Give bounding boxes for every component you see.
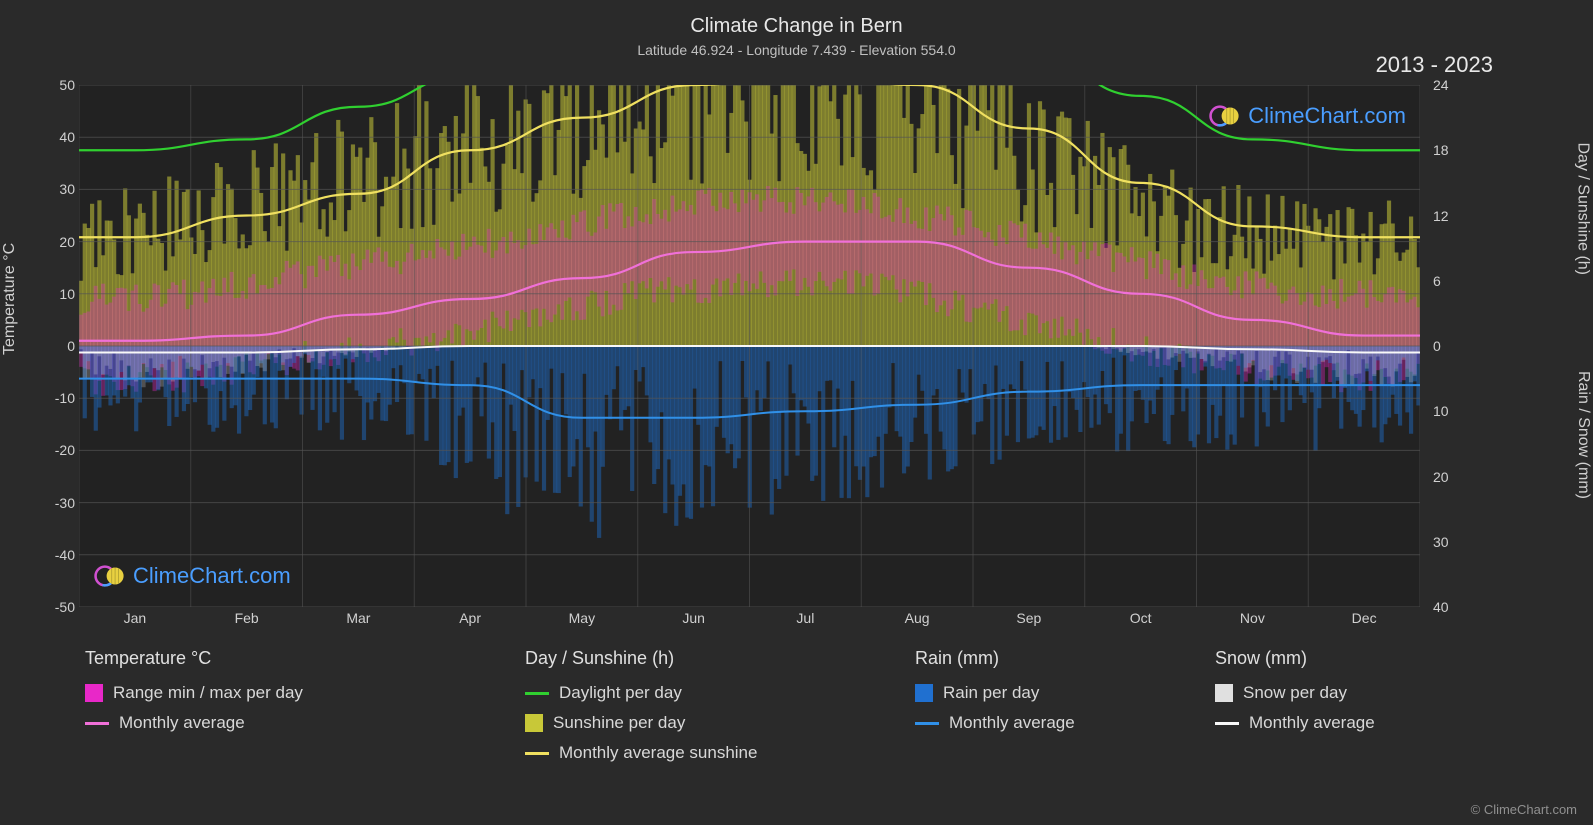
legend-label: Sunshine per day [553, 713, 685, 733]
y-tick-right: 0 [1433, 338, 1463, 354]
y-tick-left: -10 [45, 390, 75, 406]
legend-col-snow: Snow (mm) Snow per day Monthly average [1215, 648, 1465, 763]
legend-header: Snow (mm) [1215, 648, 1465, 669]
legend-item: Monthly average sunshine [525, 743, 915, 763]
x-tick: Aug [892, 610, 942, 626]
legend-line-icon [915, 722, 939, 725]
watermark-text: ClimeChart.com [1248, 103, 1406, 129]
legend-line-icon [1215, 722, 1239, 725]
legend-line-icon [85, 722, 109, 725]
legend-swatch-icon [85, 684, 103, 702]
legend-col-sunshine: Day / Sunshine (h) Daylight per day Sunshi… [525, 648, 915, 763]
legend-item: Rain per day [915, 683, 1215, 703]
y-tick-left: 40 [45, 129, 75, 145]
chart-title: Climate Change in Bern [0, 15, 1593, 38]
legend-label: Monthly average [1249, 713, 1375, 733]
y-tick-right: 10 [1433, 403, 1463, 419]
chart-subtitle: Latitude 46.924 - Longitude 7.439 - Elev… [0, 42, 1593, 58]
y-tick-left: -50 [45, 599, 75, 615]
y-tick-left: 0 [45, 338, 75, 354]
legend-item: Monthly average [85, 713, 525, 733]
logo-icon [93, 559, 127, 593]
x-tick: Jul [780, 610, 830, 626]
y-axis-left-label: Temperature °C [1, 243, 19, 355]
legend-label: Range min / max per day [113, 683, 303, 703]
legend-label: Monthly average [119, 713, 245, 733]
y-tick-left: -40 [45, 547, 75, 563]
y-tick-right: 40 [1433, 599, 1463, 615]
legend-item: Sunshine per day [525, 713, 915, 733]
y-tick-right: 12 [1433, 208, 1463, 224]
x-tick: Jan [110, 610, 160, 626]
y-tick-right: 18 [1433, 142, 1463, 158]
y-axis-right-top-label: Day / Sunshine (h) [1574, 142, 1592, 275]
legend-line-icon [525, 692, 549, 695]
legend-item: Monthly average [915, 713, 1215, 733]
y-tick-left: 30 [45, 181, 75, 197]
legend-label: Daylight per day [559, 683, 682, 703]
x-tick: Dec [1339, 610, 1389, 626]
watermark-top: ClimeChart.com [1208, 99, 1406, 133]
legend-header: Temperature °C [85, 648, 525, 669]
x-tick: Sep [1004, 610, 1054, 626]
legend-label: Rain per day [943, 683, 1039, 703]
logo-icon [1208, 99, 1242, 133]
legend-col-rain: Rain (mm) Rain per day Monthly average [915, 648, 1215, 763]
y-tick-left: -20 [45, 442, 75, 458]
legend-swatch-icon [1215, 684, 1233, 702]
legend-swatch-icon [915, 684, 933, 702]
x-tick: Apr [445, 610, 495, 626]
y-tick-left: 20 [45, 234, 75, 250]
climate-chart: Climate Change in Bern Latitude 46.924 -… [0, 10, 1593, 825]
x-tick: Oct [1116, 610, 1166, 626]
legend-item: Daylight per day [525, 683, 915, 703]
legend-item: Monthly average [1215, 713, 1465, 733]
y-axis-right-bot-label: Rain / Snow (mm) [1574, 371, 1592, 499]
plot-area: ClimeChart.com ClimeChart.com [79, 85, 1420, 607]
y-tick-right: 6 [1433, 273, 1463, 289]
x-tick: Feb [222, 610, 272, 626]
legend-item: Snow per day [1215, 683, 1465, 703]
y-tick-right: 24 [1433, 77, 1463, 93]
watermark-bottom: ClimeChart.com [93, 559, 291, 593]
year-range: 2013 - 2023 [1376, 52, 1493, 78]
y-tick-right: 30 [1433, 534, 1463, 550]
legend-col-temperature: Temperature °C Range min / max per day Mon… [85, 648, 525, 763]
watermark-text: ClimeChart.com [133, 563, 291, 589]
copyright: © ClimeChart.com [1471, 802, 1577, 817]
legend-line-icon [525, 752, 549, 755]
legend-swatch-icon [525, 714, 543, 732]
legend-header: Rain (mm) [915, 648, 1215, 669]
legend-label: Monthly average [949, 713, 1075, 733]
legend-label: Snow per day [1243, 683, 1347, 703]
plot-svg [79, 85, 1420, 607]
y-tick-left: 10 [45, 286, 75, 302]
x-tick: Jun [669, 610, 719, 626]
x-tick: Nov [1227, 610, 1277, 626]
y-tick-right: 20 [1433, 469, 1463, 485]
y-tick-left: 50 [45, 77, 75, 93]
legend: Temperature °C Range min / max per day Mon… [85, 648, 1485, 763]
legend-header: Day / Sunshine (h) [525, 648, 915, 669]
x-tick: May [557, 610, 607, 626]
y-tick-left: -30 [45, 495, 75, 511]
legend-item: Range min / max per day [85, 683, 525, 703]
legend-label: Monthly average sunshine [559, 743, 757, 763]
x-tick: Mar [333, 610, 383, 626]
